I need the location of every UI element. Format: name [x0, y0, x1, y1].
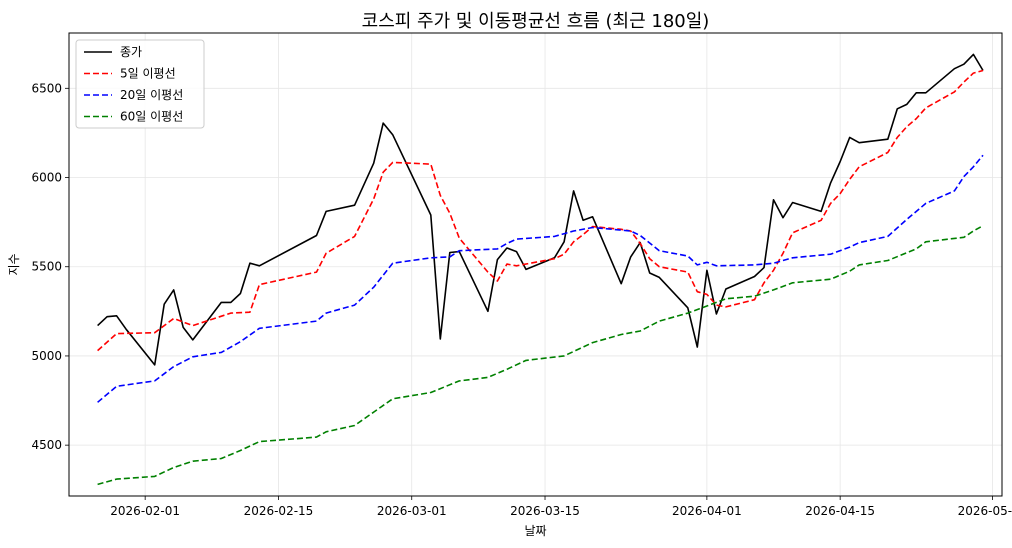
x-tick-label: 2026-03-01: [377, 504, 447, 518]
plot-frame: [68, 32, 1003, 497]
legend-label: 20일 이평선: [120, 88, 183, 102]
x-tick-label: 2026-04-15: [805, 504, 875, 518]
x-tick-label: 2026-05-01: [958, 504, 1012, 518]
legend: 종가 5일 이평선 20일 이평선 60일 이평선: [75, 39, 205, 129]
x-tick-label: 2026-02-01: [110, 504, 180, 518]
axis-ticks: 2026-02-01 2026-02-15 2026-03-01 2026-03-15…: [31, 81, 1012, 518]
y-tick-label: 5000: [31, 349, 62, 363]
y-tick-label: 5500: [31, 260, 62, 274]
y-tick-label: 6000: [31, 171, 62, 185]
x-tick-label: 2026-02-15: [244, 504, 314, 518]
y-tick-label: 6500: [31, 81, 62, 95]
series-line-1: [97, 53, 984, 366]
legend-label: 5일 이평선: [120, 67, 176, 81]
series-line-3: [97, 154, 984, 403]
x-tick-label: 2026-04-01: [672, 504, 742, 518]
y-tick-label: 4500: [31, 438, 62, 452]
legend-label: 60일 이평선: [120, 110, 183, 124]
series-lines: [97, 53, 984, 486]
series-line-4: [97, 224, 984, 486]
chart-title: 코스피 주가 및 이동평균선 흐름 (최근 180일): [362, 11, 710, 32]
grid: [69, 33, 1002, 496]
legend-box: [75, 39, 205, 129]
y-axis-label: 지수: [7, 253, 21, 275]
series-line-2: [97, 69, 984, 352]
legend-label: 종가: [120, 45, 142, 59]
x-axis-label: 날짜: [524, 524, 546, 538]
x-tick-label: 2026-03-15: [510, 504, 580, 518]
